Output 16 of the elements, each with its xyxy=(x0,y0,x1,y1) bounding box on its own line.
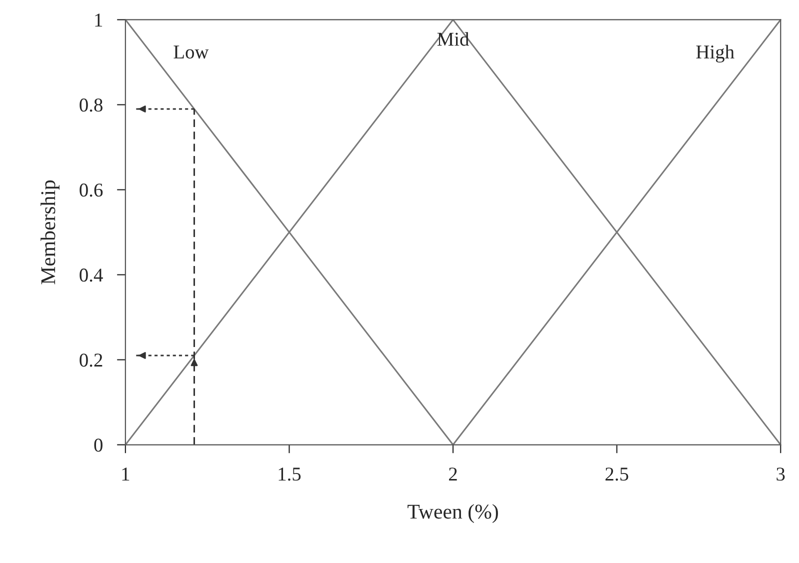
series-label: Low xyxy=(174,46,209,59)
y-tick-label: 0.6 xyxy=(80,184,103,197)
y-tick-label: 0.8 xyxy=(80,98,102,112)
x-tick-label: 2 xyxy=(449,468,457,480)
x-tick-label: 1 xyxy=(122,468,130,480)
y-tick-label: 0 xyxy=(94,438,102,452)
y-tick-label: 0.4 xyxy=(80,268,103,282)
series-label: Mid xyxy=(437,32,469,46)
x-axis-title: Tween (%) xyxy=(408,504,498,523)
x-tick-label: 1.5 xyxy=(278,468,301,481)
series-label: High xyxy=(696,44,734,63)
x-tick-label: 3 xyxy=(776,468,785,481)
y-tick-label: 1 xyxy=(95,14,102,26)
y-axis-title: Membership xyxy=(40,180,60,284)
x-tick-label: 2.5 xyxy=(606,468,628,481)
y-tick-label: 0.2 xyxy=(80,354,102,367)
